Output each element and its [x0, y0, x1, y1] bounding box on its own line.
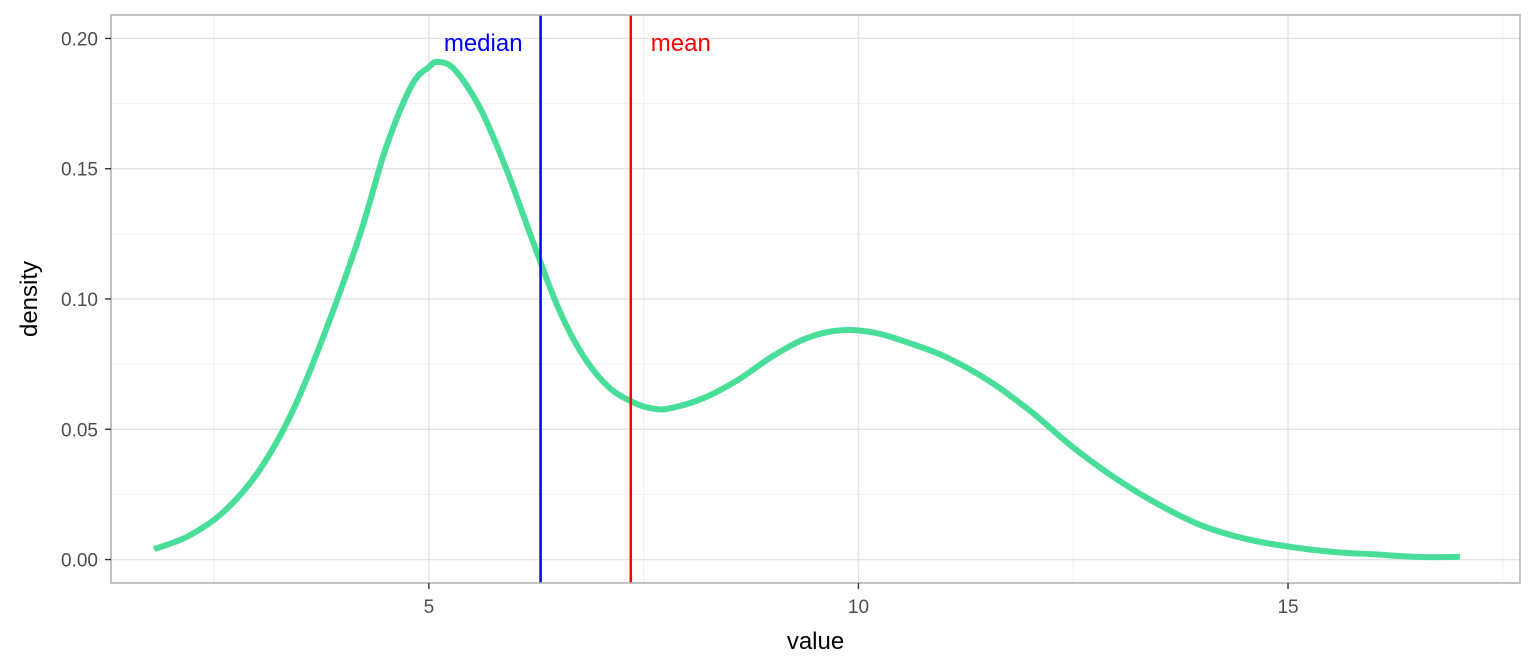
x-axis-title: value: [787, 628, 844, 655]
density-curve: [152, 58, 1460, 561]
x-tick-label: 15: [1277, 597, 1298, 618]
mean-label: mean: [651, 30, 711, 57]
y-tick-label: 0.15: [61, 160, 98, 181]
x-axis-ticks: 5 10 15: [424, 583, 1299, 618]
y-tick-label: 0.20: [61, 29, 98, 50]
y-tick-label: 0.10: [61, 290, 98, 311]
x-tick-label: 5: [424, 597, 435, 618]
reference-lines: median mean: [444, 15, 711, 583]
y-axis-title: density: [16, 261, 43, 337]
x-tick-label: 10: [848, 597, 869, 618]
grid-major: [111, 15, 1520, 583]
median-label: median: [444, 30, 523, 57]
y-tick-label: 0.00: [61, 551, 98, 572]
y-tick-label: 0.05: [61, 420, 98, 441]
y-axis-ticks: 0.00 0.05 0.10 0.15 0.20: [61, 29, 111, 572]
